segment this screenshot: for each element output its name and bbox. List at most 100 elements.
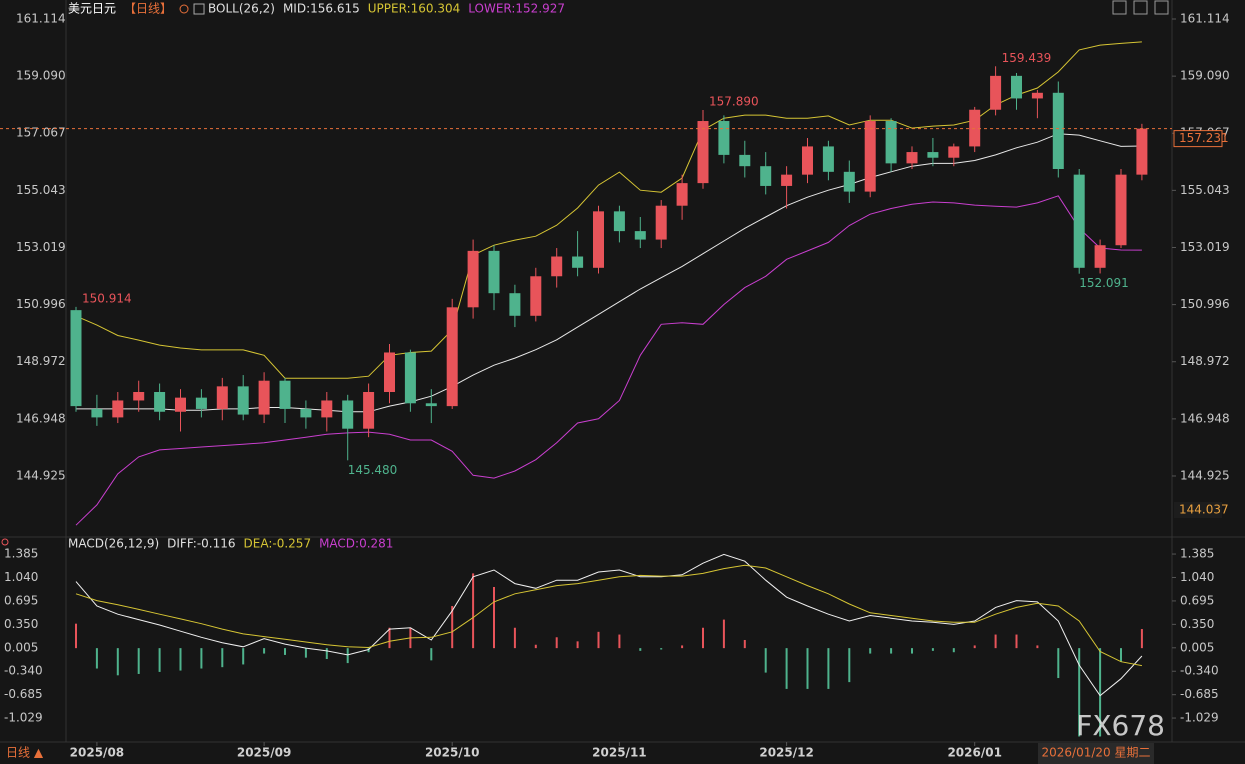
y-tick-label: 148.972 [16, 354, 66, 368]
x-tick-label: 2025/09 [237, 746, 291, 760]
candle-body [1073, 174, 1085, 268]
tool-button[interactable] [1133, 0, 1148, 15]
macd-bar [1036, 645, 1039, 649]
macd-bar [116, 648, 119, 676]
last-price-label: 157.231 [1179, 131, 1229, 145]
macd-bar [1099, 648, 1102, 737]
y-tick-label: 146.948 [1180, 411, 1230, 425]
macd-bar [1015, 634, 1018, 649]
candle-body [802, 146, 813, 175]
y-tick-label: -0.340 [4, 664, 43, 678]
candle-body [279, 380, 291, 409]
candle-body [1136, 128, 1148, 175]
macd-bar [367, 648, 370, 653]
tool-button[interactable] [1112, 0, 1127, 15]
macd-bar [534, 644, 537, 649]
candle-body [1011, 75, 1022, 99]
macd-bar [75, 623, 77, 649]
macd-bar [869, 648, 872, 654]
macd-bar [555, 637, 558, 649]
macd-bar [827, 648, 830, 689]
legend-entry: UPPER:160.304 [368, 2, 460, 16]
macd-bar [890, 648, 893, 654]
watermark: FX678 [1076, 709, 1165, 742]
macd-bar [576, 641, 579, 649]
candle-body [739, 154, 751, 167]
y-tick-label: 161.114 [16, 12, 66, 26]
y-tick-label: -1.029 [4, 711, 43, 725]
y-tick-label: -0.685 [1180, 687, 1219, 701]
y-tick-label: 1.385 [4, 547, 38, 561]
macd-bar [158, 648, 161, 672]
macd-bar [325, 648, 328, 660]
candle-body [154, 391, 166, 412]
macd-bar [472, 573, 475, 649]
macd-bar [513, 627, 516, 649]
legend-entry: 【日线】 [124, 2, 172, 16]
y-tick-label: 0.350 [1180, 617, 1214, 631]
high-label: 159.439 [1002, 51, 1052, 65]
date-box [1038, 743, 1154, 764]
candle-body [195, 397, 207, 409]
candle-body [404, 352, 416, 404]
candle-body [948, 146, 960, 158]
candle-body [488, 250, 500, 294]
macd-bar [952, 648, 955, 653]
period-switch[interactable]: 日线 ▲ [6, 746, 44, 760]
indicator-line [75, 41, 1142, 379]
tool-button[interactable] [1154, 0, 1169, 15]
candle-body [843, 171, 855, 192]
candle-body [1052, 92, 1064, 170]
legend-entry: 美元日元 [68, 2, 116, 16]
macd-bar [931, 648, 934, 651]
candle-body [342, 400, 354, 429]
y-tick-label: 150.996 [16, 297, 66, 311]
candle-body [676, 183, 688, 206]
indicator-line [75, 564, 1142, 667]
candle-body [1031, 92, 1043, 99]
candle-body [363, 391, 375, 429]
candle-body [425, 403, 437, 407]
y-tick-label: 1.385 [1180, 547, 1214, 561]
y-tick-label: 159.090 [1180, 69, 1230, 83]
macd-bar [618, 634, 621, 649]
x-tick-label: 2025/10 [425, 746, 479, 760]
y-tick-label: -0.685 [4, 687, 43, 701]
y-tick-label: 0.350 [4, 617, 38, 631]
y-tick-label: 159.090 [16, 69, 66, 83]
candle-body [906, 152, 918, 164]
candle-body [593, 211, 604, 268]
y-tick-label: 1.040 [1180, 570, 1214, 584]
candle-body [384, 352, 395, 392]
candle-body [509, 293, 521, 316]
macd-bar [346, 648, 349, 664]
y-tick-label: 146.948 [16, 411, 66, 425]
high-label: 157.890 [709, 95, 759, 109]
pane-icon [1, 538, 9, 546]
candle-body [91, 408, 103, 418]
candle-body [551, 256, 563, 277]
macd-bar [743, 639, 746, 649]
candle-body [467, 250, 479, 308]
macd-bar [681, 645, 684, 649]
axis-low-box [1174, 502, 1222, 518]
macd-bar [388, 627, 391, 649]
y-tick-label: 144.925 [1180, 468, 1230, 482]
candle-body [530, 276, 542, 316]
candle-body [864, 121, 876, 192]
macd-bar [722, 619, 725, 649]
macd-bar [1140, 629, 1143, 649]
y-tick-label: -1.029 [1180, 711, 1219, 725]
macd-bar [994, 634, 997, 649]
candle-body [237, 386, 249, 415]
candle-body [990, 75, 1002, 110]
macd-bar [848, 648, 851, 683]
y-tick-label: 0.005 [4, 640, 38, 654]
macd-bar [304, 648, 307, 658]
toolbar[interactable] [1112, 0, 1169, 15]
x-tick-label: 2025/11 [592, 746, 646, 760]
x-tick-label: 2025/08 [70, 746, 124, 760]
candle-body [572, 256, 584, 268]
candle-body [718, 121, 730, 155]
